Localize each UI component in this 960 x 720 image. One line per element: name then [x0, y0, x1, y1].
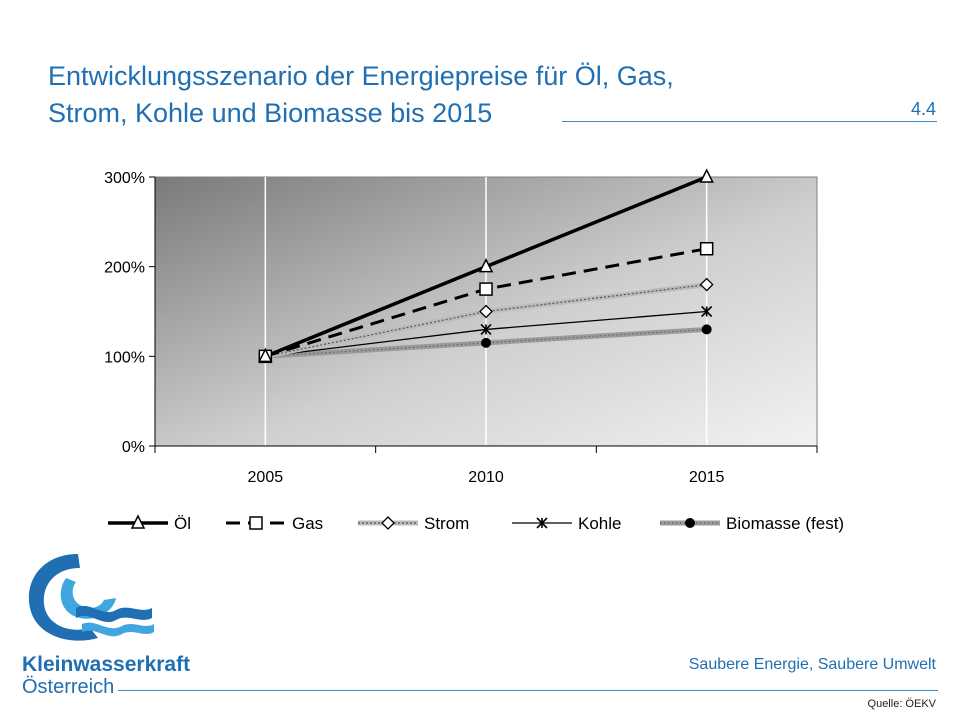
slide-number: 4.4: [910, 99, 936, 119]
slide-title: Entwicklungsszenario der Energiepreise f…: [48, 58, 788, 132]
y-tick-label: 0%: [122, 439, 145, 456]
logo-swirl-outer: [28, 554, 99, 641]
data-point-star: [701, 305, 713, 318]
data-point-diamond: [699, 277, 714, 292]
legend: Öl Gas Strom Kohle Biomasse (fest): [108, 514, 844, 533]
logo-wave-1: [76, 605, 152, 623]
logo-name: Kleinwasserkraft: [22, 653, 191, 676]
data-point-triangle: [699, 168, 714, 183]
axes: 0% 100% 200% 300% 2005 2010 2015: [104, 170, 818, 486]
legend-label: Gas: [292, 514, 323, 533]
data-point-square: [249, 516, 263, 530]
data-point-diamond: [381, 516, 395, 530]
data-point-triangle: [478, 257, 494, 273]
data-point-circle: [685, 518, 695, 528]
legend-label: Biomasse (fest): [726, 514, 844, 533]
kleinwasserkraft-logo: [28, 554, 154, 641]
series-group: [258, 168, 714, 364]
title-line-2: Strom, Kohle und Biomasse bis 2015: [48, 98, 493, 128]
data-point-diamond: [479, 304, 493, 319]
data-point-triangle: [130, 514, 146, 529]
legend-label: Strom: [424, 514, 469, 533]
data-point-star: [480, 323, 492, 335]
legend-label: Öl: [174, 514, 191, 533]
data-point-triangle: [258, 347, 273, 363]
legend-label: Kohle: [578, 514, 621, 533]
data-point-square: [479, 282, 493, 296]
title-divider: [562, 121, 937, 122]
logo-wave-2: [82, 622, 154, 637]
x-tick-label: 2015: [689, 469, 725, 486]
footer-divider: [118, 690, 938, 691]
x-tick-label: 2010: [468, 469, 504, 486]
x-tick-label: 2005: [248, 469, 284, 486]
logo-subtitle: Österreich: [22, 676, 115, 698]
y-tick-label: 200%: [104, 260, 145, 277]
title-line-1: Entwicklungsszenario der Energiepreise f…: [48, 61, 674, 91]
energy-price-chart: 0% 100% 200% 300% 2005 2010 2015 Öl Gas Strom Koh…: [104, 168, 844, 533]
y-tick-label: 300%: [104, 170, 145, 187]
tagline: Saubere Energie, Saubere Umwelt: [688, 656, 936, 673]
series-line-biomasse-fest-: [265, 328, 707, 357]
data-point-circle: [701, 324, 712, 335]
data-point-circle: [481, 337, 491, 348]
data-point-square: [699, 241, 714, 256]
source-note: Quelle: ÖEKV: [867, 698, 936, 710]
y-tick-label: 100%: [104, 349, 145, 366]
logo-swirl-inner: [60, 578, 116, 619]
data-point-star: [536, 517, 548, 529]
